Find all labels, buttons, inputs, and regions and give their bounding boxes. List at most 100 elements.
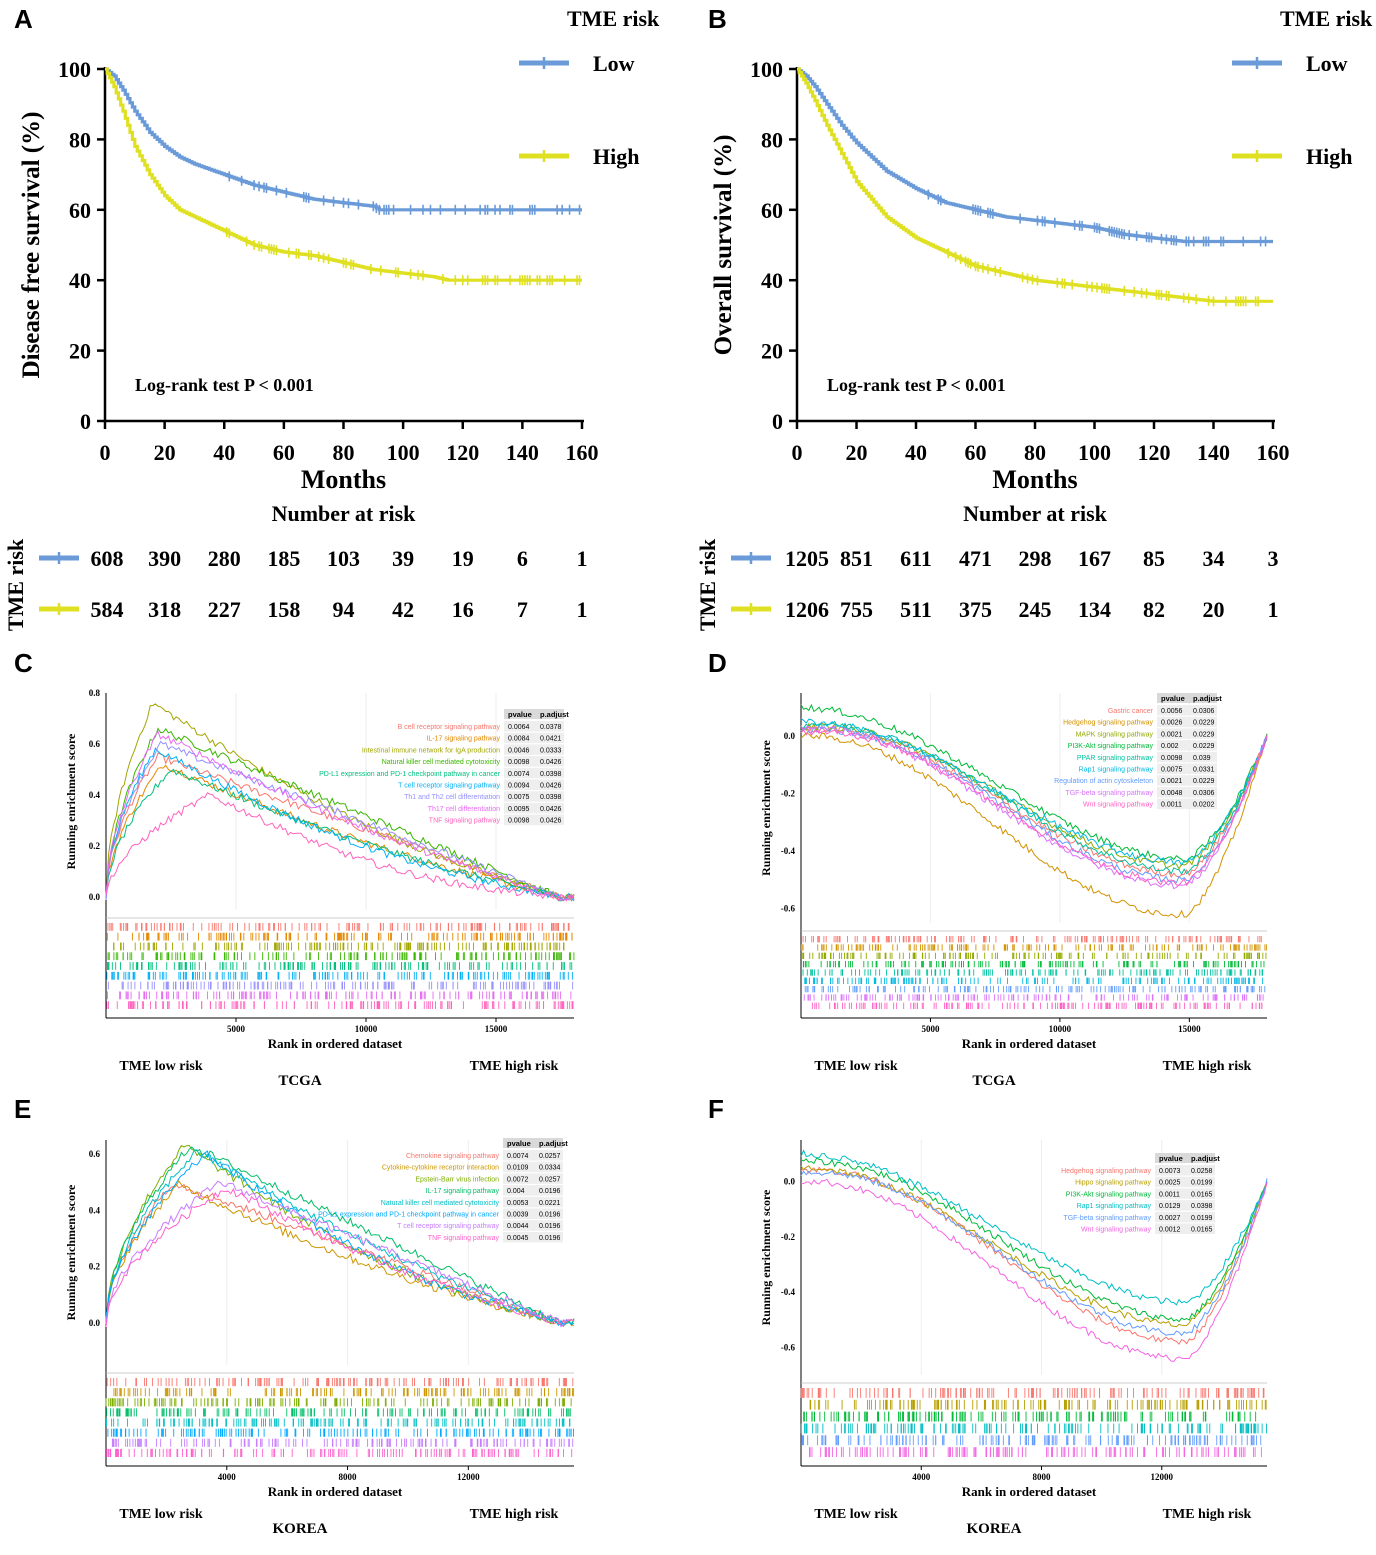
x-tick-label: 20 (846, 440, 868, 465)
pathway-padjust: 0.0306 (1193, 790, 1215, 797)
table-header-bg (1157, 693, 1217, 703)
risk-count: 318 (148, 597, 181, 622)
pathway-pvalue: 0.0109 (507, 1165, 529, 1172)
risk-count: 611 (900, 546, 932, 571)
x-tick-label: 12000 (457, 1472, 480, 1482)
x-tick-label: 0 (792, 440, 803, 465)
table-row-bg (1157, 740, 1217, 751)
pathway-name: B cell receptor signaling pathway (398, 724, 501, 731)
y-axis-label: Disease free survival (%) (18, 112, 45, 379)
risk-count: 1205 (785, 546, 829, 571)
x-axis-label: Rank in ordered dataset (268, 1036, 403, 1051)
risk-count: 20 (1203, 597, 1225, 622)
pathway-pvalue: 0.0056 (1161, 708, 1183, 715)
pathway-padjust: 0.0306 (1193, 708, 1215, 715)
x-tick-label: 5000 (227, 1024, 246, 1034)
pathway-name: Regulation of actin cytoskeleton (1054, 778, 1153, 785)
x-tick-label: 4000 (218, 1472, 237, 1482)
enrichment-curve (800, 718, 1268, 866)
left-group-label: TME low risk (814, 1059, 897, 1074)
x-tick-label: 60 (273, 440, 295, 465)
pathway-padjust: 0.0378 (540, 724, 562, 731)
x-tick-label: 60 (965, 440, 987, 465)
risk-count: 134 (1078, 597, 1111, 622)
pathway-name: Chemokine signaling pathway (406, 1153, 499, 1160)
y-tick-label: 0.0 (89, 892, 101, 902)
y-tick-label: 0.0 (784, 1176, 796, 1186)
right-group-label: TME high risk (1163, 1059, 1252, 1074)
log-rank-annotation: Log-rank test P < 0.001 (827, 375, 1006, 395)
x-tick-label: 40 (905, 440, 927, 465)
enrichment-curve (105, 740, 575, 901)
x-tick-label: 8000 (1033, 1472, 1052, 1482)
pathway-padjust: 0.0333 (540, 747, 562, 754)
dataset-label: TCGA (972, 1073, 1016, 1089)
pathway-name: Rap1 signaling pathway (1079, 767, 1154, 774)
risk-count: 298 (1019, 546, 1052, 571)
table-row-bg (504, 721, 564, 732)
pathway-pvalue: 0.004 (507, 1188, 525, 1195)
table-row-bg (1157, 751, 1217, 763)
x-tick-label: 120 (446, 440, 479, 465)
table-row-bg (504, 732, 564, 744)
pathway-pvalue: 0.0075 (1161, 767, 1183, 774)
risk-count: 755 (840, 597, 873, 622)
x-tick-label: 12000 (1151, 1472, 1174, 1482)
legend-title: TME risk (1280, 6, 1373, 31)
table-row-bg (1157, 705, 1217, 716)
pathway-padjust: 0.0334 (539, 1165, 561, 1172)
table-header-pvalue: pvalue (508, 710, 532, 719)
dataset-label: KOREA (272, 1521, 327, 1537)
pathway-padjust: 0.0196 (539, 1212, 561, 1219)
table-row-bg (503, 1173, 563, 1184)
enrichment-curve (800, 1157, 1268, 1323)
risk-count: 42 (392, 597, 414, 622)
enrichment-curve (800, 1166, 1268, 1345)
km-panel-a: 0 20 40 60 80 100 120 140 160020406080100MonthsD… (3, 6, 660, 631)
table-row-bg (504, 814, 564, 826)
table-row-bg (503, 1196, 563, 1208)
panel-letter-f: F (708, 1094, 724, 1124)
panel-letter-b: B (708, 4, 727, 34)
y-tick-label: 100 (58, 57, 91, 82)
x-axis-label: Rank in ordered dataset (268, 1484, 403, 1499)
x-tick-label: 20 (154, 440, 176, 465)
right-group-label: TME high risk (470, 1059, 559, 1074)
pathway-name: TNF signaling pathway (429, 818, 501, 825)
panel-letter-d: D (708, 648, 727, 678)
pathway-padjust: 0.0229 (1193, 720, 1215, 727)
pathway-name: T cell receptor signaling pathway (398, 783, 500, 790)
risk-count: 1206 (785, 597, 829, 622)
x-tick-label: 160 (566, 440, 599, 465)
pathway-pvalue: 0.0064 (508, 724, 530, 731)
pathway-name: IL-17 signaling pathway (425, 1188, 499, 1195)
table-row-bg (1157, 775, 1217, 786)
y-tick-label: 100 (750, 57, 783, 82)
risk-count: 390 (148, 546, 181, 571)
risk-table-title: Number at risk (963, 501, 1108, 526)
risk-count: 227 (208, 597, 241, 622)
y-tick-label: 40 (761, 268, 783, 293)
y-tick-label: -0.2 (781, 1232, 796, 1242)
pathway-name: PPAR signaling pathway (1077, 755, 1154, 762)
x-tick-label: 10000 (1049, 1024, 1072, 1034)
enrichment-curve (800, 1169, 1268, 1337)
legend-title: TME risk (567, 6, 660, 31)
pathway-pvalue: 0.0021 (1161, 731, 1183, 738)
risk-count: 511 (900, 597, 932, 622)
table-row-bg (504, 756, 564, 767)
legend-label-low: Low (1306, 51, 1348, 76)
left-group-label: TME low risk (119, 1507, 202, 1522)
y-axis-label: Running enrichment score (759, 739, 773, 875)
risk-count: 608 (91, 546, 124, 571)
risk-count: 1 (577, 597, 588, 622)
y-tick-label: -0.6 (781, 1342, 796, 1352)
table-row-bg (504, 791, 564, 802)
dataset-label: KOREA (966, 1521, 1021, 1537)
risk-count: 1 (1268, 597, 1279, 622)
risk-count: 1 (577, 546, 588, 571)
risk-count: 375 (959, 597, 992, 622)
pathway-pvalue: 0.0098 (508, 759, 530, 766)
risk-table-title: Number at risk (272, 501, 417, 526)
enrichment-curve (800, 1149, 1268, 1306)
